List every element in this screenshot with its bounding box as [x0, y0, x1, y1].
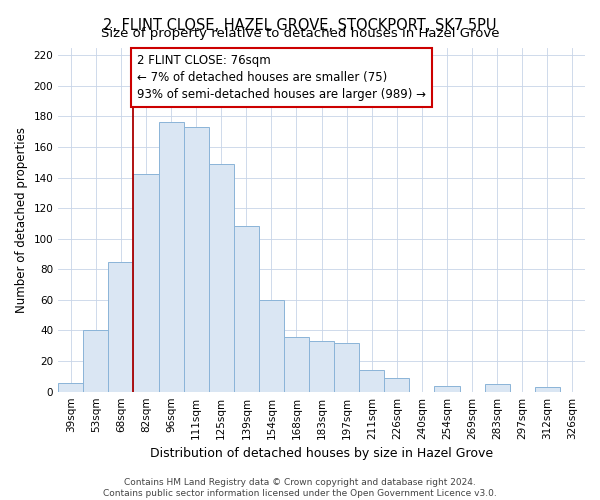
Bar [359, 370, 385, 392]
Bar [109, 262, 133, 392]
Bar [158, 122, 184, 392]
Bar [284, 336, 309, 392]
Bar [133, 174, 158, 392]
X-axis label: Distribution of detached houses by size in Hazel Grove: Distribution of detached houses by size … [150, 447, 493, 460]
Bar [184, 127, 209, 392]
Text: Size of property relative to detached houses in Hazel Grove: Size of property relative to detached ho… [101, 28, 499, 40]
Bar [334, 342, 359, 392]
Bar [209, 164, 234, 392]
Text: 2 FLINT CLOSE: 76sqm
← 7% of detached houses are smaller (75)
93% of semi-detach: 2 FLINT CLOSE: 76sqm ← 7% of detached ho… [137, 54, 426, 100]
Bar [434, 386, 460, 392]
Bar [385, 378, 409, 392]
Bar [234, 226, 259, 392]
Bar [83, 330, 109, 392]
Bar [58, 382, 83, 392]
Y-axis label: Number of detached properties: Number of detached properties [15, 126, 28, 312]
Bar [535, 387, 560, 392]
Bar [259, 300, 284, 392]
Bar [485, 384, 510, 392]
Text: 2, FLINT CLOSE, HAZEL GROVE, STOCKPORT, SK7 5PU: 2, FLINT CLOSE, HAZEL GROVE, STOCKPORT, … [103, 18, 497, 32]
Text: Contains HM Land Registry data © Crown copyright and database right 2024.
Contai: Contains HM Land Registry data © Crown c… [103, 478, 497, 498]
Bar [309, 341, 334, 392]
